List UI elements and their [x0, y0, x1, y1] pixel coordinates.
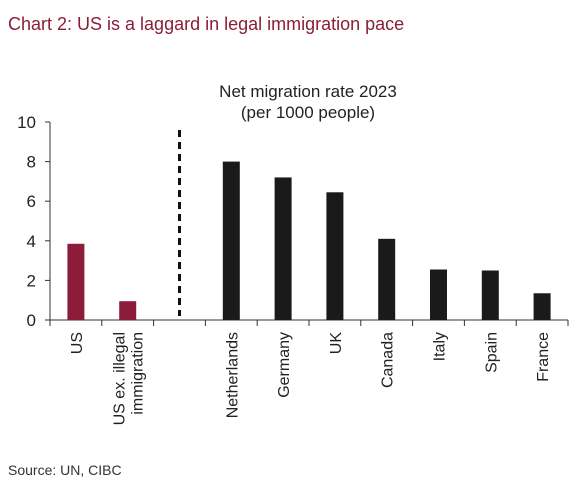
- bar: [274, 177, 292, 320]
- bar: [481, 270, 499, 320]
- bar: [533, 293, 551, 320]
- chart-title: Chart 2: US is a laggard in legal immigr…: [8, 14, 405, 34]
- x-tick-label: Italy: [432, 332, 449, 361]
- y-tick-labels: 0 2 4 6 8 10: [17, 113, 36, 330]
- chart-annotation: Net migration rate 2023 (per 1000 people): [219, 82, 397, 122]
- x-tick-labels: US US ex. illegal immigration Netherlands Ge…: [69, 332, 552, 426]
- x-tick-label: Germany: [276, 332, 293, 398]
- y-tick-label: 8: [27, 153, 36, 172]
- axes: [45, 121, 569, 326]
- x-tick-label: Netherlands: [224, 332, 241, 418]
- annotation-line: (per 1000 people): [241, 103, 375, 122]
- source-note: Source: UN, CIBC: [8, 462, 122, 478]
- y-tick-label: 0: [27, 311, 36, 330]
- x-tick-label: US ex. illegal: [112, 332, 129, 425]
- annotation-line: Net migration rate 2023: [219, 82, 397, 101]
- x-tick-label: Canada: [380, 332, 397, 388]
- bar: [119, 301, 137, 320]
- x-tick-label: France: [535, 332, 552, 382]
- bar: [378, 238, 396, 320]
- bar: [222, 161, 240, 320]
- x-tick-label: Spain: [483, 332, 500, 373]
- y-tick-label: 4: [27, 232, 36, 251]
- x-tick-label: UK: [328, 332, 345, 355]
- bars: [67, 161, 551, 320]
- bar: [326, 192, 344, 320]
- x-tick-label: US: [69, 332, 86, 354]
- bar: [67, 243, 85, 320]
- y-tick-label: 6: [27, 192, 36, 211]
- y-tick-label: 2: [27, 271, 36, 290]
- bar: [430, 269, 447, 320]
- y-tick-label: 10: [17, 113, 36, 132]
- x-tick-label: immigration: [130, 332, 147, 415]
